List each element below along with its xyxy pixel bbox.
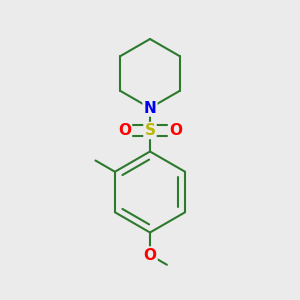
- Text: O: O: [169, 123, 182, 138]
- Text: N: N: [144, 100, 156, 116]
- Text: O: O: [143, 248, 157, 262]
- Text: S: S: [145, 123, 155, 138]
- Text: O: O: [118, 123, 131, 138]
